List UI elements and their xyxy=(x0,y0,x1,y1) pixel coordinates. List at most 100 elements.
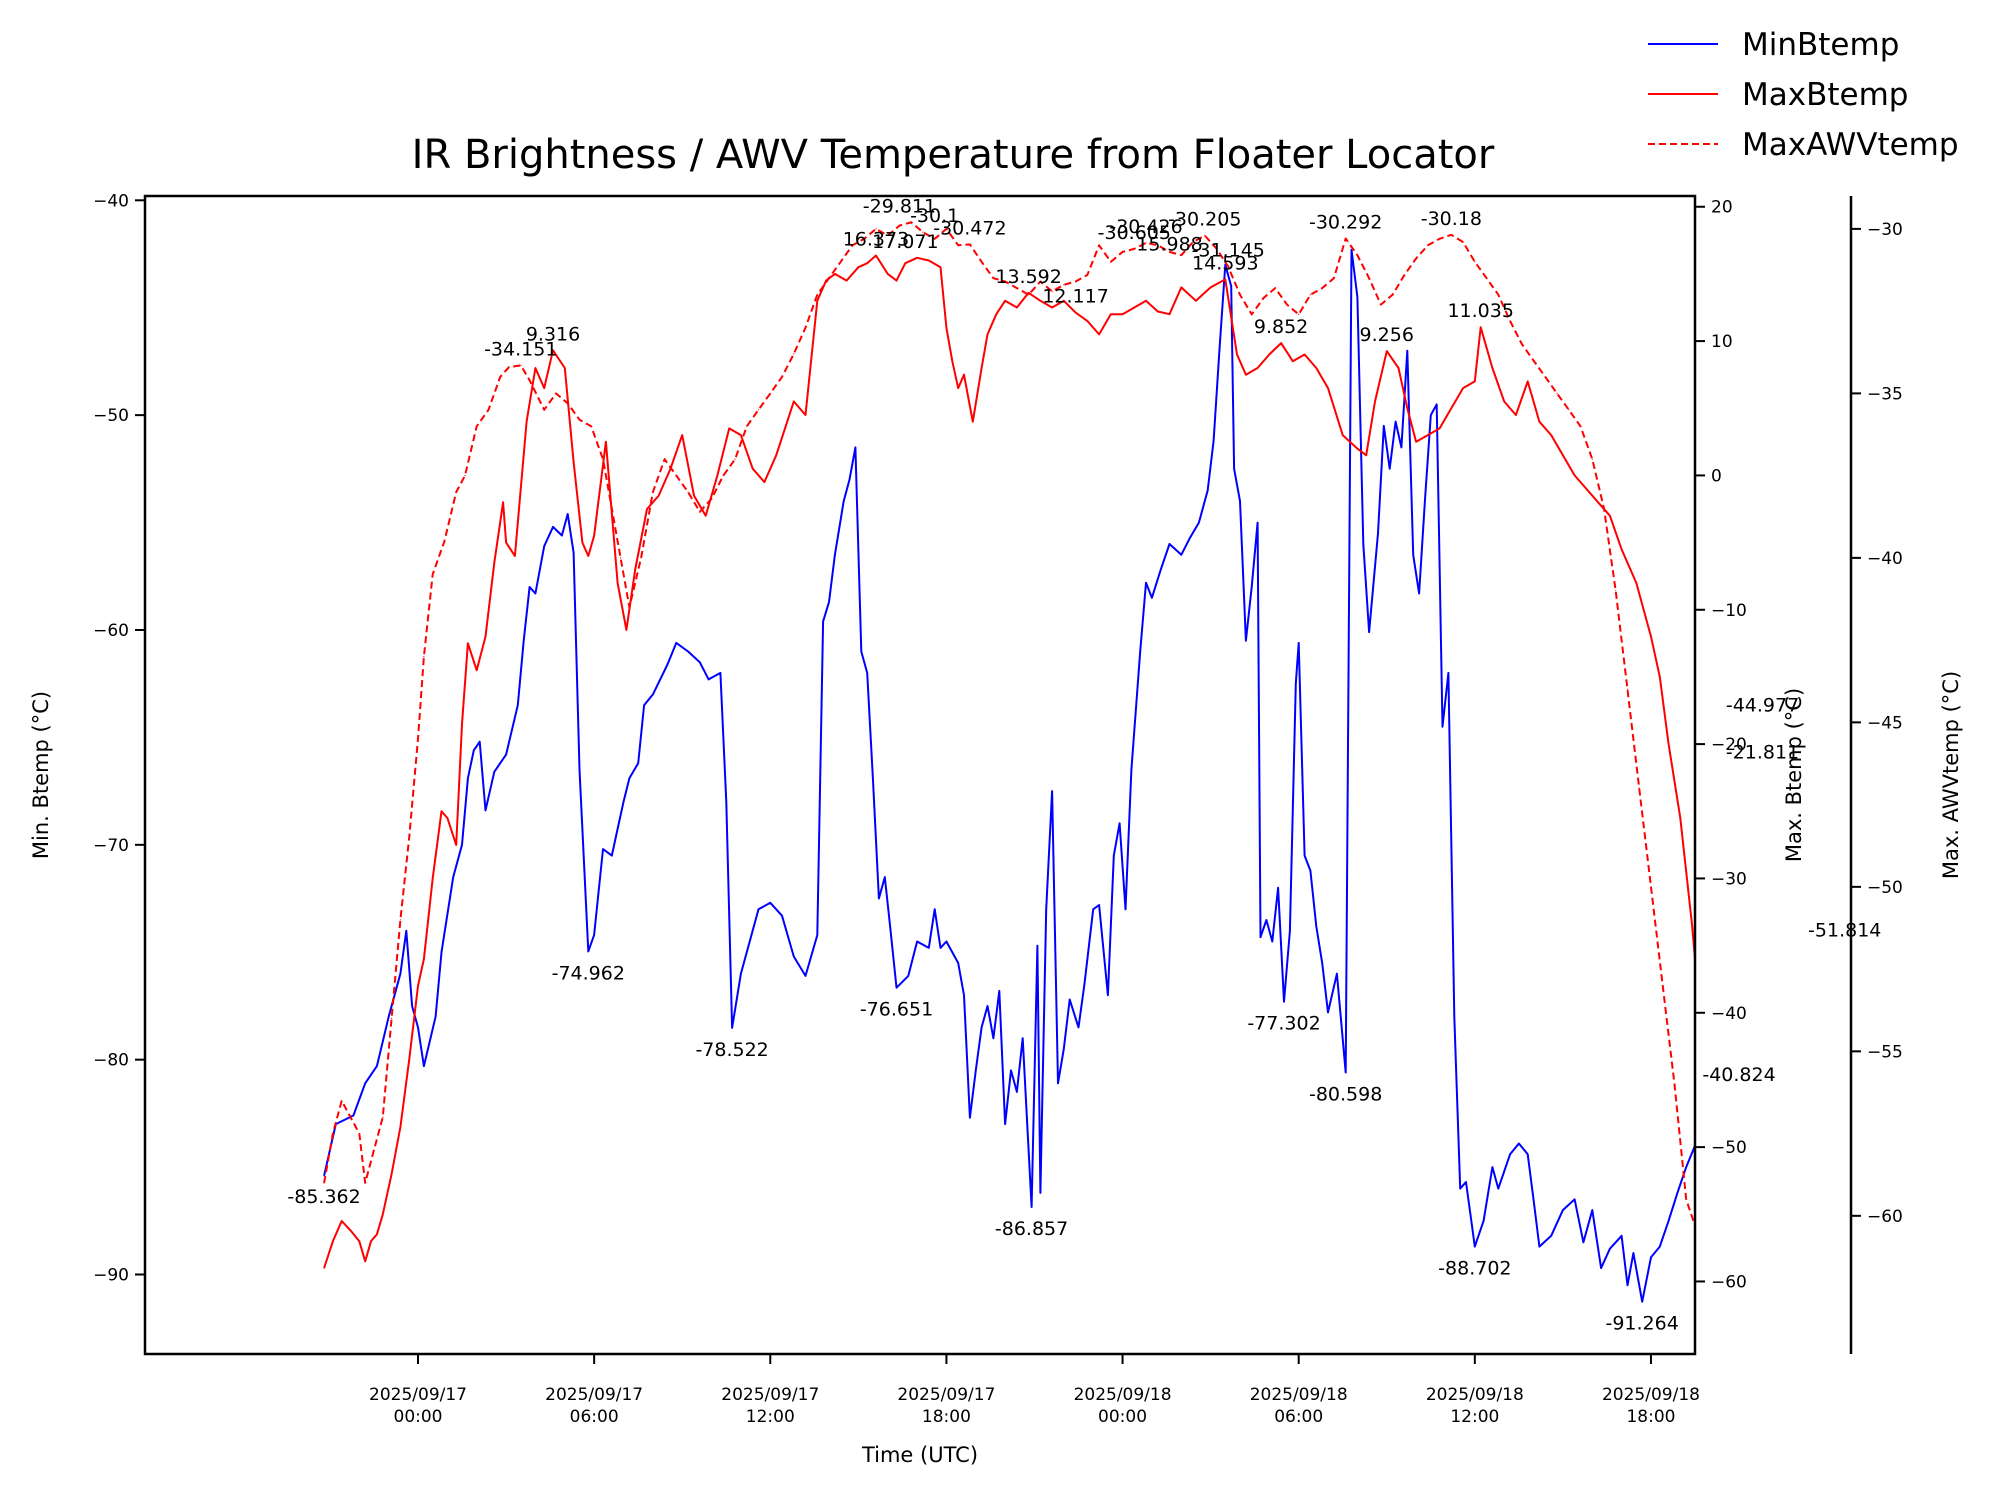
data-point-maxbtemp xyxy=(1809,1086,1810,1087)
data-point-maxbtemp xyxy=(1145,300,1147,302)
data-point-minbtemp xyxy=(1650,1256,1652,1258)
data-point-minbtemp xyxy=(1180,554,1182,556)
x-tick-label-time: 12:00 xyxy=(746,1407,795,1427)
data-point-minbtemp xyxy=(1077,1026,1080,1028)
data-point-minbtemp xyxy=(975,1069,977,1071)
data-point-maxbtemp xyxy=(775,454,777,456)
data-point-minbtemp xyxy=(1497,1188,1499,1190)
data-point-maxbtemp xyxy=(846,280,848,282)
data-point-maxbtemp xyxy=(605,441,607,443)
data-label: 17.071 xyxy=(872,231,938,253)
data-point-maxbtemp xyxy=(1356,448,1358,450)
data-point-minbtemp xyxy=(1198,522,1200,524)
data-point-maxbtemp xyxy=(1122,313,1124,315)
data-point-minbtemp xyxy=(1083,983,1085,986)
data-point-maxbtemp xyxy=(1774,858,1775,859)
data-point-maxbtemp xyxy=(514,555,516,557)
annotation-layer: -85.362 -74.962 -78.522 -76.651 -86.857 -77.3… xyxy=(287,196,1881,1335)
data-point-minbtemp xyxy=(1430,414,1432,416)
data-point-minbtemp xyxy=(452,876,454,878)
data-point-maxawvtemp xyxy=(1730,853,1731,854)
data-point-minbtemp xyxy=(907,975,909,977)
data-point-maxbtemp xyxy=(857,266,860,268)
data-point-maxawvtemp xyxy=(602,458,604,460)
data-point-maxawvtemp xyxy=(757,409,760,411)
data-point-maxbtemp xyxy=(1609,515,1611,517)
data-point-minbtemp xyxy=(804,975,807,977)
data-point-maxawvtemp xyxy=(1568,409,1570,411)
data-point-maxbtemp xyxy=(493,562,495,564)
data-point-minbtemp xyxy=(1453,1016,1455,1018)
data-point-maxbtemp xyxy=(382,1213,384,1215)
data-point-maxawvtemp xyxy=(1427,244,1429,246)
data-point-maxbtemp xyxy=(1236,353,1238,356)
data-point-maxbtemp xyxy=(370,1240,372,1242)
data-point-maxawvtemp xyxy=(1591,458,1593,460)
data-point-maxawvtemp xyxy=(1603,507,1605,510)
data-point-minbtemp xyxy=(1356,296,1358,298)
data-point-maxawvtemp xyxy=(1509,320,1511,322)
data-point-minbtemp xyxy=(1315,925,1317,928)
data-point-minbtemp xyxy=(1031,1206,1033,1208)
data-point-maxbtemp xyxy=(1168,313,1171,315)
data-point-minbtemp xyxy=(388,1016,390,1018)
data-point-maxbtemp xyxy=(1659,676,1661,678)
data-point-maxawvtemp xyxy=(711,498,713,500)
data-point-maxbtemp xyxy=(1224,278,1226,280)
data-point-maxawvtemp xyxy=(1145,242,1147,244)
data-point-maxawvtemp xyxy=(793,353,795,355)
data-point-maxbtemp xyxy=(1086,320,1088,322)
data-point-maxbtemp xyxy=(1835,1120,1836,1121)
data-point-maxbtemp xyxy=(1585,488,1587,490)
data-point-maxbtemp xyxy=(341,1220,343,1222)
data-point-maxawvtemp xyxy=(1712,1051,1713,1052)
data-point-minbtemp xyxy=(1092,908,1094,910)
data-point-minbtemp xyxy=(1685,1166,1687,1168)
legend-label: MaxBtemp xyxy=(1742,77,1908,113)
data-label: -74.962 xyxy=(552,962,625,984)
data-point-maxawvtemp xyxy=(1462,241,1464,243)
data-point-maxbtemp xyxy=(1365,454,1367,456)
data-point-maxawvtemp xyxy=(863,238,865,240)
y-tick-label: −55 xyxy=(1867,1042,1903,1062)
data-point-maxbtemp xyxy=(617,582,619,584)
data-point-maxbtemp xyxy=(1039,300,1041,302)
data-point-minbtemp xyxy=(1483,1220,1485,1222)
data-point-maxawvtemp xyxy=(746,425,748,427)
y-tick-label: −80 xyxy=(93,1051,129,1071)
data-point-maxawvtemp xyxy=(816,294,818,296)
data-point-maxbtemp xyxy=(1292,360,1294,362)
data-point-maxawvtemp xyxy=(1626,688,1629,691)
series-line-minbtemp xyxy=(323,248,1695,1303)
data-label: 9.316 xyxy=(526,323,580,345)
data-point-maxawvtemp xyxy=(543,409,545,411)
data-point-minbtemp xyxy=(963,994,965,996)
data-point-maxbtemp xyxy=(1439,427,1441,429)
data-point-maxawvtemp xyxy=(1298,313,1300,315)
data-point-minbtemp xyxy=(405,930,407,932)
data-point-maxawvtemp xyxy=(992,277,995,279)
data-point-minbtemp xyxy=(479,741,481,743)
data-point-maxbtemp xyxy=(1342,434,1344,436)
data-point-maxawvtemp xyxy=(487,409,490,411)
data-point-maxbtemp xyxy=(364,1260,366,1262)
data-point-maxbtemp xyxy=(752,468,754,470)
data-point-maxbtemp xyxy=(1180,286,1182,288)
data-point-maxawvtemp xyxy=(910,221,912,223)
data-point-maxbtemp xyxy=(981,367,983,369)
data-point-maxbtemp xyxy=(1386,350,1388,352)
data-point-maxbtemp xyxy=(1157,310,1159,313)
data-point-minbtemp xyxy=(699,661,701,663)
data-point-minbtemp xyxy=(440,951,443,953)
data-point-maxawvtemp xyxy=(464,475,466,477)
data-point-minbtemp xyxy=(1107,994,1109,996)
data-point-minbtemp xyxy=(1304,855,1306,857)
data-point-maxbtemp xyxy=(1110,313,1112,315)
data-point-maxbtemp xyxy=(1668,743,1670,745)
y-tick-label: −60 xyxy=(1867,1207,1903,1227)
data-point-maxbtemp xyxy=(1450,407,1452,409)
data-point-minbtemp xyxy=(1016,1091,1018,1093)
y-tick-label: −40 xyxy=(1867,549,1903,569)
data-label: -78.522 xyxy=(695,1039,768,1061)
data-point-minbtemp xyxy=(1591,1209,1593,1211)
